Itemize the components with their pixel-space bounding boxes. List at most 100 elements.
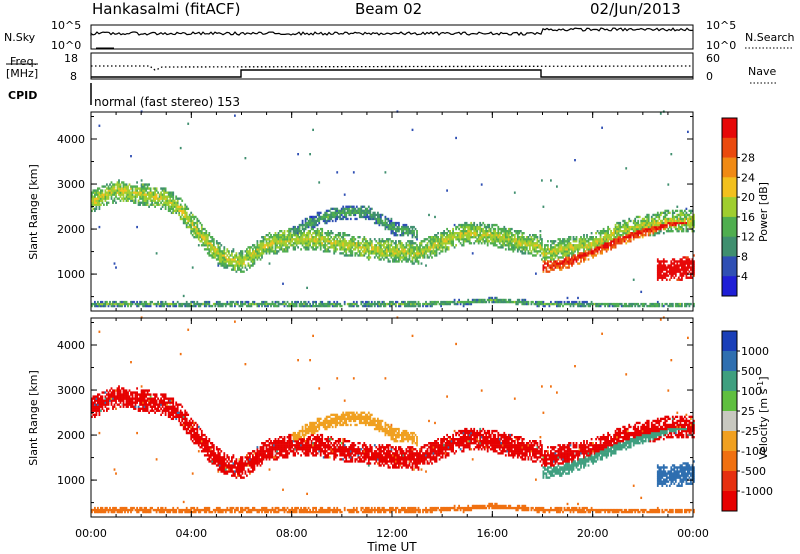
power-cell — [477, 227, 480, 231]
power-cell — [467, 238, 470, 241]
power-cell — [175, 197, 178, 200]
power-cell — [524, 242, 527, 245]
power-cell — [340, 236, 343, 239]
power-cell — [294, 234, 296, 237]
power-cell — [131, 193, 134, 196]
power-cell — [610, 230, 612, 233]
power-cell — [652, 230, 655, 233]
power-cell — [610, 232, 612, 235]
power-cell — [554, 256, 557, 259]
power-cell — [301, 240, 304, 243]
velocity-cell — [91, 403, 93, 406]
power-cell — [209, 244, 212, 247]
power-cell — [491, 225, 494, 229]
nsearch-tick-top: 10^5 — [706, 19, 736, 32]
power-cell — [503, 230, 506, 233]
power-cell — [303, 223, 305, 227]
power-cell — [283, 242, 286, 245]
power-cell — [572, 248, 575, 251]
power-cell — [140, 187, 143, 190]
power-cell — [516, 240, 519, 243]
velocity-cell — [95, 407, 98, 410]
power-cell — [659, 219, 662, 223]
power-cell — [312, 244, 314, 247]
power-cell — [231, 252, 233, 255]
power-cell — [125, 187, 128, 190]
power-cell — [235, 264, 238, 267]
power-cell — [306, 236, 308, 239]
power-cell — [419, 248, 421, 251]
power-cell — [592, 250, 594, 253]
power-cell — [253, 250, 256, 253]
velocity-cell — [106, 389, 108, 392]
power-cell — [321, 236, 324, 239]
power-cell — [304, 236, 307, 239]
power-cell — [367, 304, 370, 308]
power-cell — [568, 242, 570, 245]
power-cell — [130, 155, 132, 158]
power-cell — [560, 266, 563, 269]
power-cell — [160, 207, 162, 211]
power-cell — [429, 304, 432, 308]
power-cell — [459, 302, 462, 306]
power-cell — [369, 256, 372, 259]
power-cell — [685, 276, 688, 279]
power-cell — [547, 252, 549, 255]
power-cell — [318, 230, 321, 233]
power-cell — [491, 298, 494, 302]
power-cell — [429, 248, 432, 251]
power-cell — [607, 230, 609, 233]
power-cell — [119, 191, 122, 194]
power-cell — [637, 225, 640, 229]
power-cell — [125, 191, 128, 194]
power-cell — [668, 302, 671, 306]
power-cell — [449, 238, 451, 241]
power-cell — [187, 215, 190, 219]
power-cell — [575, 244, 578, 247]
power-cell — [280, 244, 283, 247]
power-cell — [467, 227, 470, 231]
power-cell — [453, 246, 456, 249]
power-cell — [345, 213, 348, 217]
power-cell — [687, 258, 689, 261]
power-cell — [658, 276, 661, 279]
power-cell — [681, 230, 683, 233]
power-cell — [556, 300, 558, 304]
power-cell — [465, 230, 468, 233]
power-cell — [172, 211, 175, 215]
power-cell — [390, 230, 393, 233]
power-cell — [653, 219, 656, 223]
power-cell — [691, 260, 694, 263]
power-cell — [271, 302, 274, 306]
power-cell — [109, 191, 111, 194]
power-cell — [656, 276, 659, 279]
power-cell — [145, 304, 147, 308]
power-cell — [500, 236, 503, 239]
power-cell — [355, 252, 358, 255]
power-cell — [681, 221, 683, 225]
power-cell — [483, 236, 486, 239]
power-cell — [271, 244, 274, 247]
power-cell — [682, 219, 685, 223]
power-cell — [387, 242, 390, 245]
power-cell — [97, 203, 99, 206]
power-cell — [480, 230, 483, 233]
power-cell — [151, 300, 153, 304]
power-cell — [492, 244, 495, 247]
power-cell — [668, 268, 671, 271]
power-cell — [661, 304, 664, 308]
power-cell — [679, 264, 682, 267]
power-cell — [205, 302, 208, 306]
power-cell — [170, 211, 173, 215]
power-cell — [516, 244, 519, 247]
power-cell — [596, 240, 599, 243]
power-cell — [354, 246, 357, 249]
power-cell — [190, 219, 193, 223]
power-cell — [342, 205, 345, 208]
power-cell — [676, 230, 679, 233]
velocity-cell — [103, 401, 105, 404]
power-cell — [545, 244, 548, 247]
power-cell — [480, 242, 483, 245]
power-cell — [562, 248, 564, 251]
power-cell — [462, 236, 465, 239]
